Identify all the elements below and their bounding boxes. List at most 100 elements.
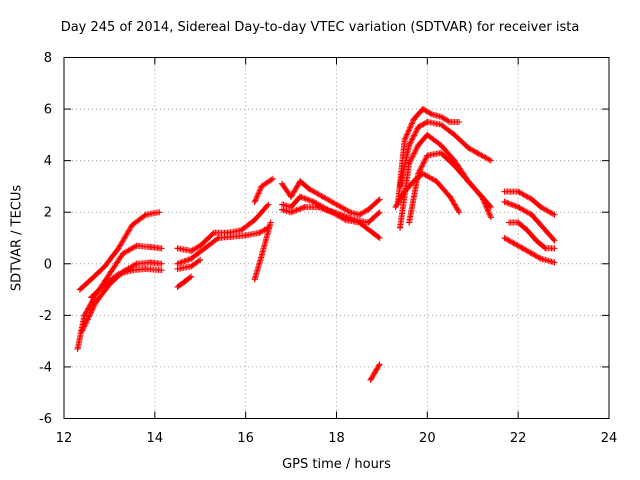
data-point [142, 211, 149, 218]
data-point [419, 170, 426, 177]
data-point [158, 267, 165, 274]
data-point [537, 204, 544, 211]
data-point [372, 369, 379, 376]
data-point [406, 219, 413, 226]
data-point [147, 244, 154, 251]
data-point [79, 327, 86, 334]
data-point [519, 245, 526, 252]
data-point [288, 209, 295, 216]
data-point [197, 256, 204, 263]
data-point [251, 216, 258, 223]
data-point [120, 250, 127, 257]
data-point [451, 162, 458, 169]
y-tick-label: 8 [44, 51, 52, 66]
data-point [456, 209, 463, 216]
data-point [528, 196, 535, 203]
series-trace [501, 235, 556, 266]
series-track-6 [174, 201, 272, 254]
series-track-15 [394, 106, 463, 208]
data-point [142, 265, 149, 272]
data-point [129, 267, 136, 274]
data-point [551, 211, 558, 218]
series-track-22 [506, 219, 558, 252]
x-tick-label: 14 [147, 431, 164, 446]
y-tick-label: 6 [44, 103, 52, 118]
data-point [515, 204, 522, 211]
data-point [279, 206, 285, 213]
data-point [267, 219, 274, 226]
series-trace [406, 149, 494, 226]
data-point [328, 209, 335, 216]
data-point [437, 142, 444, 149]
data-point [437, 149, 444, 156]
data-point [133, 242, 140, 249]
data-point [297, 193, 304, 200]
x-tick-label: 18 [328, 431, 345, 446]
data-point [356, 219, 363, 226]
data-point [158, 245, 165, 252]
data-point [101, 263, 108, 270]
x-tick-label: 20 [419, 431, 436, 446]
series-trace [174, 225, 271, 267]
series-track-14 [367, 361, 383, 383]
series-track-2 [74, 242, 165, 352]
data-point [401, 188, 408, 195]
data-point [501, 188, 508, 195]
data-point [437, 113, 444, 120]
data-point [251, 276, 258, 283]
data-point [367, 376, 374, 383]
data-point [424, 131, 431, 138]
data-point [174, 245, 181, 252]
data-point [76, 286, 83, 293]
data-point [376, 361, 383, 368]
data-point [528, 250, 535, 257]
series-track-20 [501, 188, 558, 218]
data-point [88, 276, 95, 283]
series-track-18 [406, 149, 494, 226]
data-point [297, 178, 304, 185]
series-track-21 [501, 198, 558, 244]
y-tick-label: 4 [44, 154, 52, 169]
data-point [537, 222, 544, 229]
series-track-16 [397, 118, 494, 190]
data-point [115, 245, 122, 252]
x-tick-label: 22 [510, 431, 527, 446]
data-point [258, 183, 265, 190]
data-point [410, 116, 417, 123]
data-point [551, 237, 558, 244]
series-track-13 [279, 204, 383, 241]
data-point [133, 260, 140, 267]
data-point [487, 157, 494, 164]
data-point [319, 193, 326, 200]
data-point [433, 178, 440, 185]
data-point [419, 106, 426, 113]
data-point [501, 198, 508, 205]
y-tick-label: -2 [39, 309, 52, 324]
data-point [392, 204, 399, 211]
data-point [310, 198, 317, 205]
data-point [406, 142, 413, 149]
data-point [478, 193, 485, 200]
data-point [515, 219, 522, 226]
data-point [342, 216, 349, 223]
data-point [201, 245, 208, 252]
data-point [542, 245, 549, 252]
x-tick-label: 12 [56, 431, 73, 446]
data-point [181, 278, 188, 285]
data-point [147, 259, 154, 266]
data-point [156, 209, 163, 216]
data-point [376, 235, 383, 241]
data-point [88, 294, 95, 301]
data-point [210, 229, 217, 236]
data-point [333, 201, 340, 208]
data-point [269, 175, 276, 182]
data-point [456, 118, 463, 125]
series-track-1 [76, 209, 163, 293]
data-point [347, 209, 354, 216]
data-point [106, 271, 113, 278]
data-point [188, 263, 195, 270]
data-point [174, 265, 181, 272]
data-point [279, 201, 285, 208]
data-point [365, 206, 372, 213]
